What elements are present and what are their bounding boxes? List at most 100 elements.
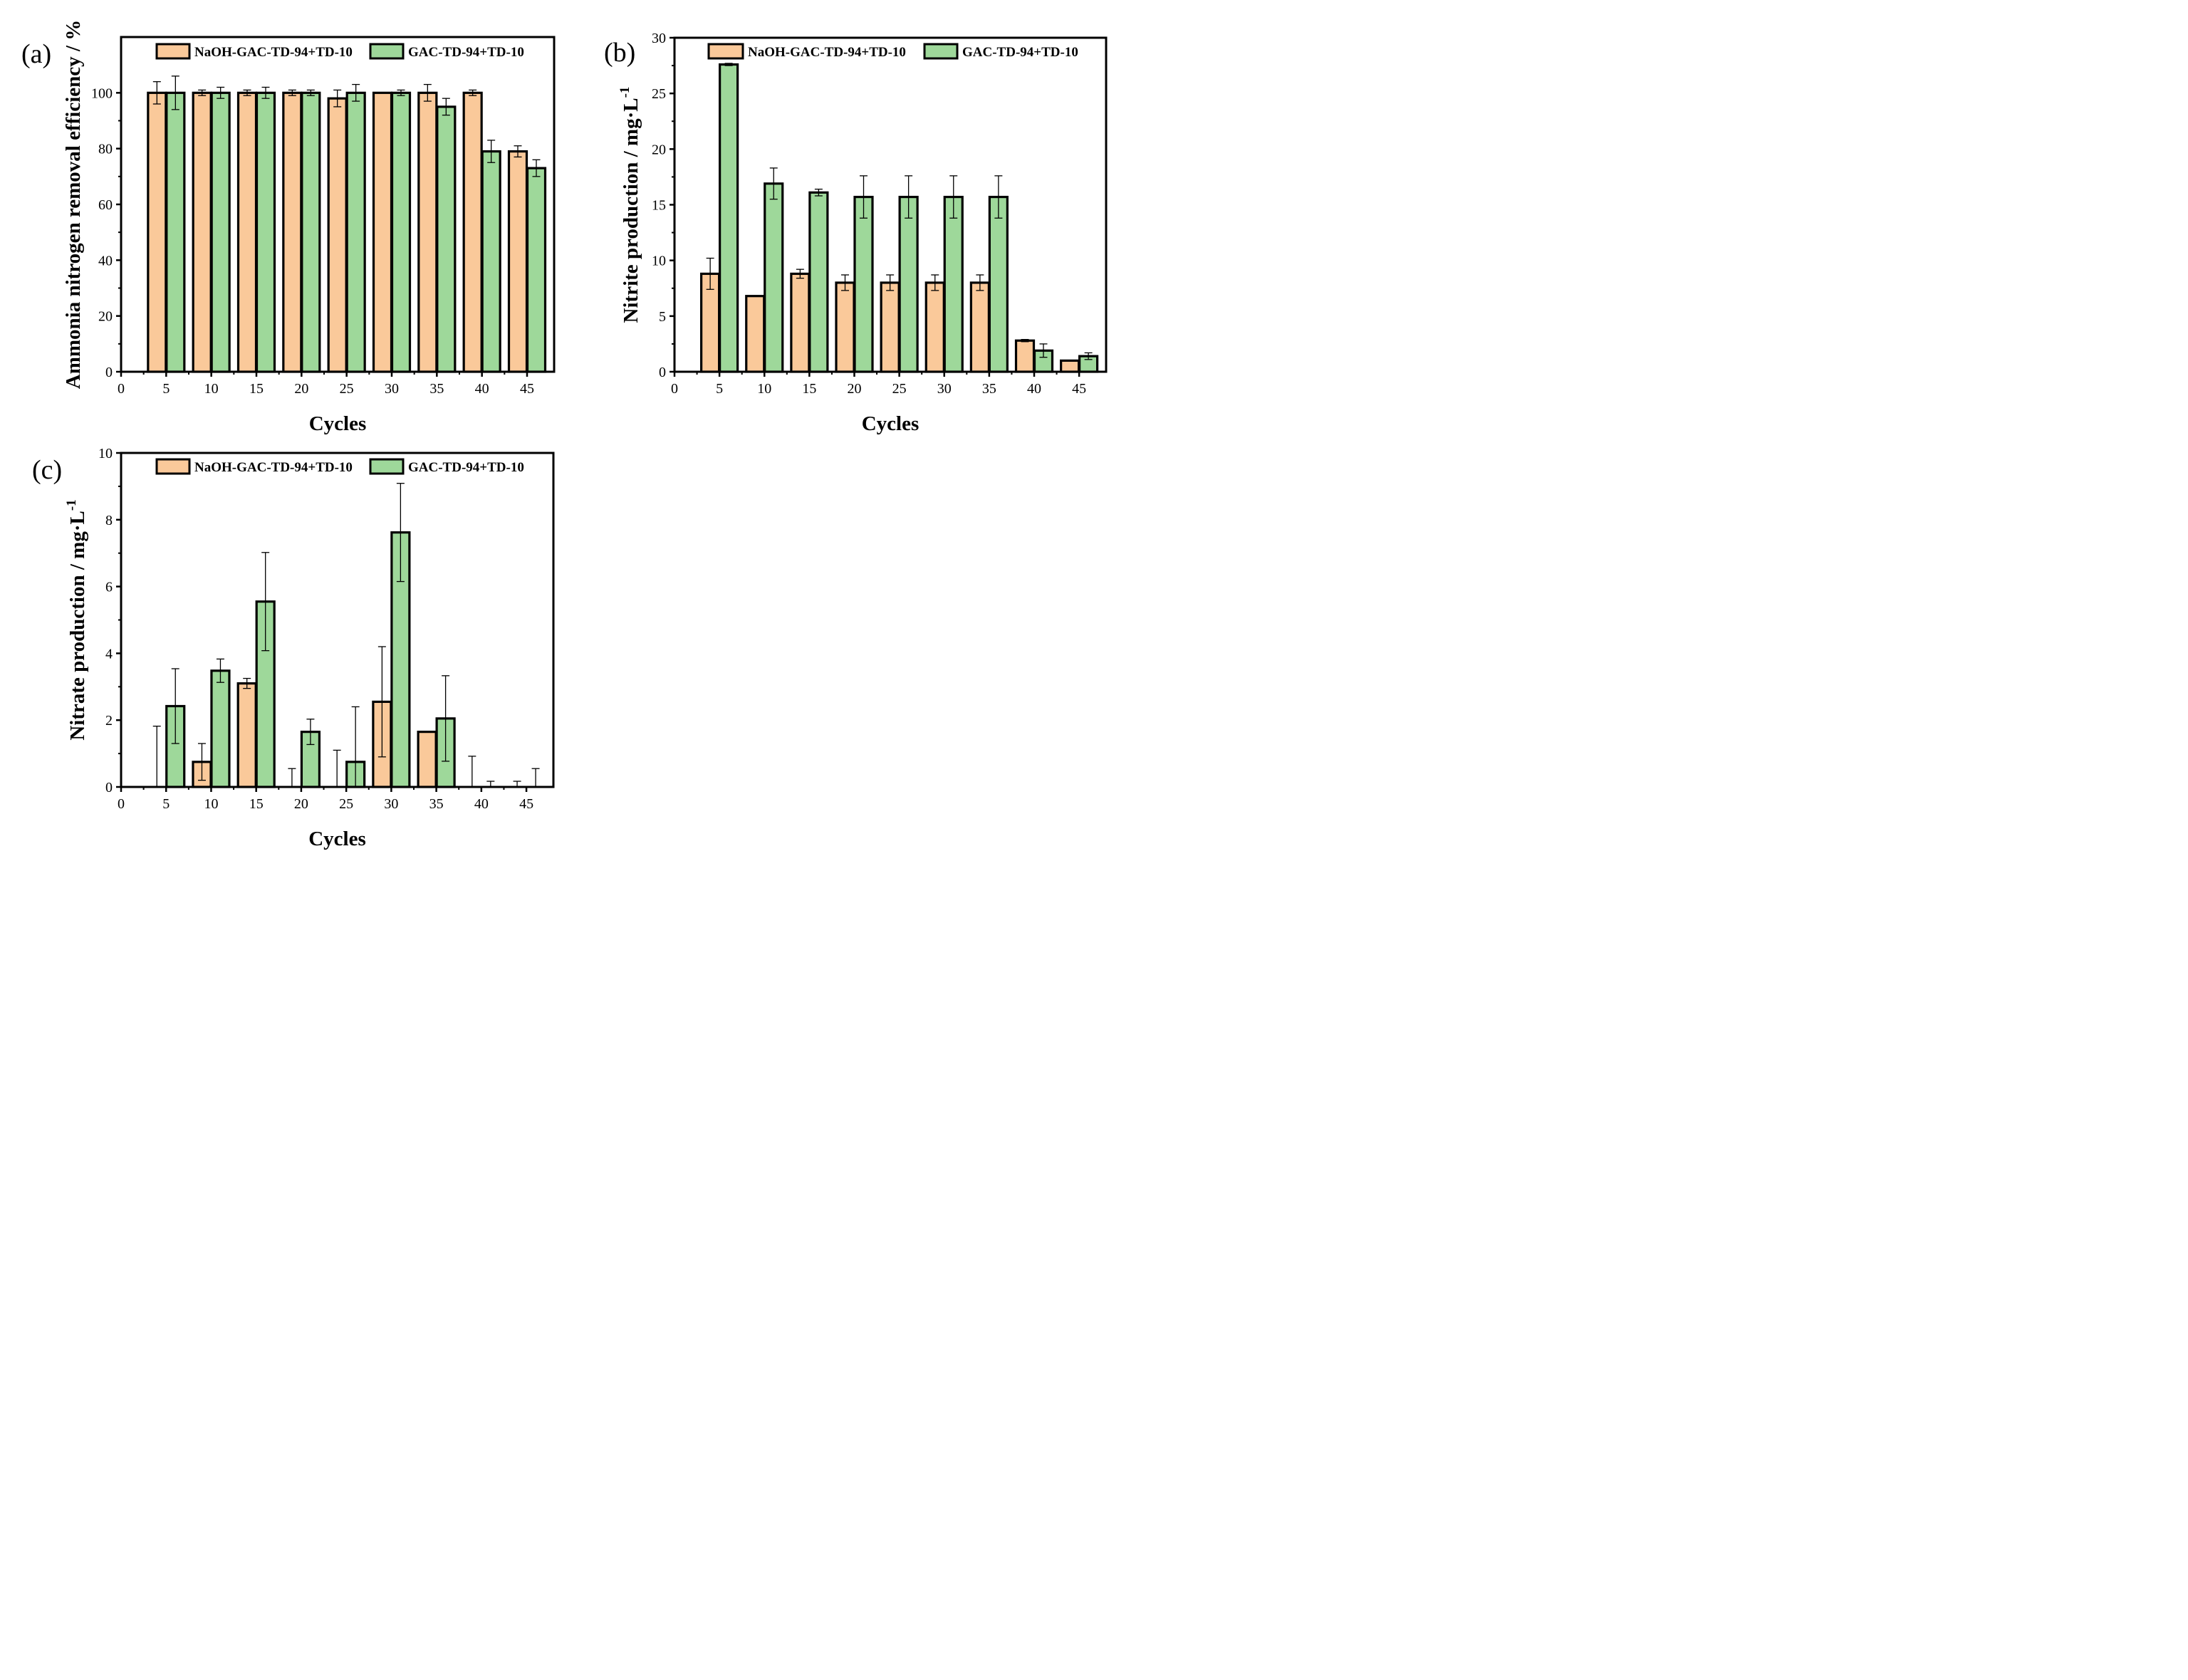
legend-entry-gac: GAC-TD-94+TD-10	[369, 458, 524, 475]
x-tick-label: 0	[118, 796, 125, 812]
bar-naoh-cycle-20	[835, 281, 855, 373]
error-bar-gac-cycle-35	[442, 98, 450, 116]
bar-gac-cycle-30	[390, 91, 412, 373]
y-axis-title: Nitrite production / mg·L-1	[618, 87, 642, 323]
bar-gac-cycle-10	[764, 182, 784, 373]
bar-naoh-cycle-10	[745, 295, 766, 373]
bar-naoh-cycle-35	[969, 281, 990, 373]
error-bar-naoh-cycle-25	[333, 749, 341, 787]
bar-naoh-cycle-40	[1014, 339, 1036, 373]
x-tick-label: 0	[118, 381, 125, 397]
error-bar-gac-cycle-30	[396, 483, 405, 583]
y-tick-label: 60	[98, 197, 113, 213]
x-tick-label: 10	[204, 796, 218, 812]
x-tick-label: 20	[294, 381, 308, 397]
x-tick-label: 15	[802, 381, 816, 397]
y-axis-title-superscript: -1	[64, 499, 79, 511]
error-bar-gac-cycle-30	[397, 89, 405, 96]
error-bar-gac-cycle-5	[171, 75, 179, 110]
panel-label: (c)	[32, 455, 62, 485]
y-axis-title: Ammonia nitrogen removal efficiency / %	[62, 20, 85, 389]
x-tick-label: 40	[475, 381, 489, 397]
legend-entry-naoh: NaOH-GAC-TD-94+TD-10	[155, 43, 353, 60]
x-tick-label: 15	[249, 381, 264, 397]
bar-gac-cycle-5	[719, 63, 739, 373]
error-bar-naoh-cycle-5	[152, 81, 161, 105]
x-tick-label: 5	[162, 796, 170, 812]
chart-panel-a: 0 5 10 15 20 25 30 35 40 45 0 20 40 60 80 100 Cycles Ammo…	[21, 20, 556, 435]
bar-gac-cycle-40	[481, 150, 501, 373]
y-tick-label: 20	[652, 142, 666, 157]
y-tick-label: 0	[105, 780, 113, 795]
error-bar-gac-cycle-35	[442, 675, 450, 762]
bar-gac-cycle-25	[898, 195, 919, 373]
error-bar-naoh-cycle-15	[243, 677, 251, 689]
y-tick-label: 2	[105, 713, 113, 729]
x-tick-label: 35	[429, 796, 444, 812]
bar-naoh-cycle-25	[327, 97, 348, 373]
plot-frame	[120, 452, 555, 788]
error-bar-gac-cycle-20	[860, 175, 868, 219]
error-bar-gac-cycle-20	[306, 89, 315, 96]
x-tick-label: 25	[340, 381, 354, 397]
bar-gac-cycle-30	[943, 195, 964, 373]
x-tick-label: 5	[162, 381, 170, 397]
y-axis-title: Nitrate production / mg·L-1	[64, 499, 89, 740]
y-tick-label: 8	[105, 513, 113, 528]
bar-gac-cycle-45	[526, 167, 547, 373]
x-tick-label: 45	[520, 381, 534, 397]
x-tick-label: 10	[204, 381, 219, 397]
y-axis-title-text: Ammonia nitrogen removal efficiency / %	[62, 20, 85, 389]
bar-gac-cycle-25	[345, 91, 366, 373]
error-bar-gac-cycle-20	[306, 719, 315, 746]
error-bar-naoh-cycle-10	[197, 743, 206, 781]
bar-gac-cycle-15	[255, 91, 276, 373]
bar-gac-cycle-35	[436, 105, 457, 373]
x-tick-label: 30	[384, 796, 398, 812]
bar-gac-cycle-20	[853, 195, 874, 373]
x-tick-label: 10	[757, 381, 771, 397]
bar-naoh-cycle-35	[417, 91, 438, 373]
bar-naoh-cycle-15	[236, 682, 257, 788]
bar-gac-cycle-20	[301, 91, 321, 373]
error-bar-naoh-cycle-20	[288, 768, 296, 787]
x-tick-label: 15	[249, 796, 264, 812]
bar-naoh-cycle-40	[462, 91, 483, 373]
bar-gac-cycle-15	[808, 191, 829, 373]
error-bar-gac-cycle-10	[216, 658, 224, 683]
y-tick-label: 100	[91, 85, 113, 101]
x-tick-label: 25	[892, 381, 907, 397]
legend-label: NaOH-GAC-TD-94+TD-10	[194, 460, 353, 475]
legend-swatch	[707, 43, 744, 60]
x-tick-label: 20	[294, 796, 308, 812]
error-bar-naoh-cycle-35	[423, 83, 432, 102]
error-bar-naoh-cycle-30	[931, 274, 939, 291]
legend-swatch	[369, 458, 405, 475]
x-axis-title: Cycles	[309, 412, 367, 435]
x-tick-label: 25	[339, 796, 353, 812]
y-tick-label: 4	[105, 646, 113, 662]
error-bar-gac-cycle-45	[531, 768, 540, 787]
y-tick-label: 15	[652, 198, 666, 214]
error-bar-gac-cycle-10	[769, 167, 778, 200]
panel-label: (b)	[604, 38, 635, 68]
error-bar-naoh-cycle-20	[288, 89, 296, 96]
error-bar-gac-cycle-45	[532, 159, 541, 177]
y-tick-label: 10	[98, 446, 113, 461]
legend-label: GAC-TD-94+TD-10	[408, 460, 524, 475]
error-bar-naoh-cycle-5	[706, 257, 714, 290]
legend-swatch	[155, 43, 191, 60]
x-tick-label: 45	[1072, 381, 1086, 397]
x-tick-label: 20	[848, 381, 862, 397]
error-bar-gac-cycle-30	[949, 175, 958, 219]
legend-swatch	[155, 458, 191, 475]
legend-swatch	[923, 43, 959, 60]
x-axis-title: Cycles	[308, 828, 366, 850]
error-bar-naoh-cycle-40	[469, 89, 477, 96]
bar-gac-cycle-10	[210, 91, 231, 373]
error-bar-naoh-cycle-10	[198, 89, 207, 96]
legend-label: GAC-TD-94+TD-10	[962, 45, 1078, 60]
x-tick-label: 35	[429, 381, 444, 397]
chart-panel-b: 0 5 10 15 20 25 30 35 40 45 0 5 10 15 20 25 30 Cycles Nitr…	[604, 31, 1108, 435]
bar-gac-cycle-35	[988, 195, 1009, 373]
